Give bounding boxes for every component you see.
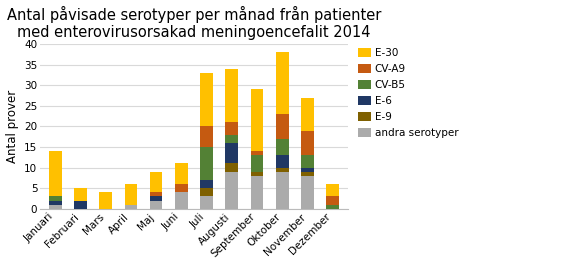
Title: Antal påvisade serotyper per månad från patienter
med enterovirusorsakad meningo: Antal påvisade serotyper per månad från … xyxy=(7,6,381,40)
Bar xyxy=(276,155,288,168)
Bar xyxy=(276,114,288,139)
Bar xyxy=(276,172,288,209)
Bar xyxy=(175,184,188,192)
Bar xyxy=(125,205,137,209)
Bar xyxy=(200,196,213,209)
Bar xyxy=(251,172,263,176)
Bar xyxy=(301,172,314,176)
Bar xyxy=(175,164,188,184)
Bar xyxy=(74,188,87,201)
Bar xyxy=(327,205,339,209)
Bar xyxy=(327,196,339,205)
Bar xyxy=(49,151,62,196)
Bar xyxy=(99,192,112,209)
Bar xyxy=(301,176,314,209)
Bar xyxy=(150,201,162,209)
Bar xyxy=(251,155,263,172)
Bar xyxy=(175,192,188,209)
Bar xyxy=(226,172,238,209)
Bar xyxy=(301,168,314,172)
Bar xyxy=(49,205,62,209)
Bar xyxy=(226,122,238,135)
Bar xyxy=(49,196,62,201)
Bar xyxy=(251,89,263,151)
Bar xyxy=(200,180,213,188)
Bar xyxy=(276,168,288,172)
Bar xyxy=(49,201,62,205)
Bar xyxy=(150,196,162,201)
Bar xyxy=(301,155,314,168)
Bar xyxy=(226,69,238,122)
Bar xyxy=(276,139,288,155)
Bar xyxy=(150,172,162,192)
Bar xyxy=(200,73,213,126)
Bar xyxy=(74,201,87,209)
Bar xyxy=(226,135,238,143)
Bar xyxy=(301,98,314,130)
Legend: E-30, CV-A9, CV-B5, E-6, E-9, andra serotyper: E-30, CV-A9, CV-B5, E-6, E-9, andra sero… xyxy=(356,46,461,140)
Bar xyxy=(200,188,213,196)
Bar xyxy=(276,52,288,114)
Bar xyxy=(251,151,263,155)
Bar xyxy=(150,192,162,196)
Bar xyxy=(301,130,314,155)
Bar xyxy=(200,147,213,180)
Bar xyxy=(226,164,238,172)
Bar xyxy=(125,184,137,205)
Bar xyxy=(327,184,339,196)
Bar xyxy=(226,143,238,164)
Bar xyxy=(251,176,263,209)
Y-axis label: Antal prover: Antal prover xyxy=(6,90,19,163)
Bar xyxy=(200,126,213,147)
